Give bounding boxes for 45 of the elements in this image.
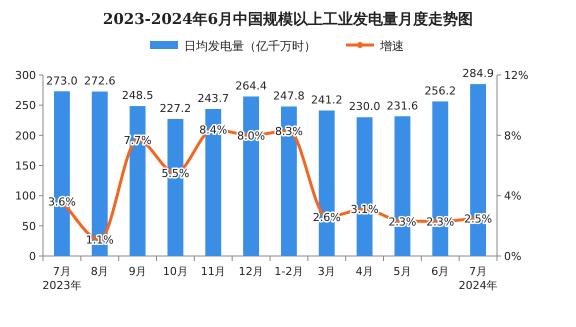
- data-label: 231.6: [386, 99, 418, 112]
- data-label: 248.5: [122, 89, 154, 102]
- y-tick-label: 100: [15, 190, 36, 203]
- data-label: 284.9: [462, 67, 494, 80]
- y2-tick-label: 8%: [504, 129, 522, 142]
- data-label: 7.7%: [124, 134, 152, 147]
- data-label: 2.5%: [464, 212, 492, 226]
- legend-label: 日均发电量（亿千万时）: [184, 39, 316, 53]
- x-tick-label: 8月: [90, 265, 109, 278]
- data-label: 272.6: [84, 74, 116, 88]
- data-label: 243.7: [198, 92, 229, 105]
- data-label: 241.2: [311, 93, 342, 106]
- data-label: 256.2: [424, 84, 456, 98]
- data-label: 247.8: [273, 89, 305, 102]
- y2-tick-label: 4%: [504, 190, 522, 203]
- data-label: 227.2: [160, 102, 192, 115]
- data-label: 264.4: [235, 79, 267, 92]
- y-tick-label: 300: [15, 69, 36, 82]
- x-tick-label: 7月 2023年: [42, 265, 82, 292]
- data-label: 8.3%: [274, 124, 303, 138]
- data-label: 2.6%: [312, 210, 341, 224]
- x-tick-label: 10月: [162, 265, 188, 278]
- x-tick-label: 1-2月: [274, 265, 304, 278]
- y-tick-label: 150: [15, 160, 36, 172]
- x-tick-label: 11月: [200, 265, 226, 278]
- x-tick-label: 4月: [356, 265, 374, 278]
- y-tick-label: 200: [15, 129, 36, 142]
- data-label: 230.0: [348, 100, 380, 114]
- y2-tick-label: 12%: [504, 69, 528, 82]
- x-tick-label: 7月 2024年: [458, 265, 498, 292]
- data-label: 3.6%: [48, 196, 76, 209]
- x-tick-label: 6月: [431, 265, 450, 278]
- x-tick-label: 9月: [128, 265, 147, 278]
- y-tick-label: 50: [22, 220, 36, 233]
- x-tick-label: 3月: [318, 265, 336, 278]
- data-label: 5.5%: [161, 167, 190, 180]
- y2-tick-label: 0%: [504, 250, 522, 263]
- x-tick-label: 5月: [393, 265, 412, 278]
- data-label: 1.1%: [86, 233, 114, 246]
- data-label: 273.0: [46, 74, 78, 88]
- y-tick-label: 250: [15, 99, 36, 112]
- chart-title: 2023-2024年6月中国规模以上工业发电量月度走势图: [102, 10, 474, 28]
- y-tick-label: 0: [29, 250, 36, 263]
- legend-label: 增速: [379, 39, 404, 53]
- x-tick-label: 12月: [238, 265, 264, 278]
